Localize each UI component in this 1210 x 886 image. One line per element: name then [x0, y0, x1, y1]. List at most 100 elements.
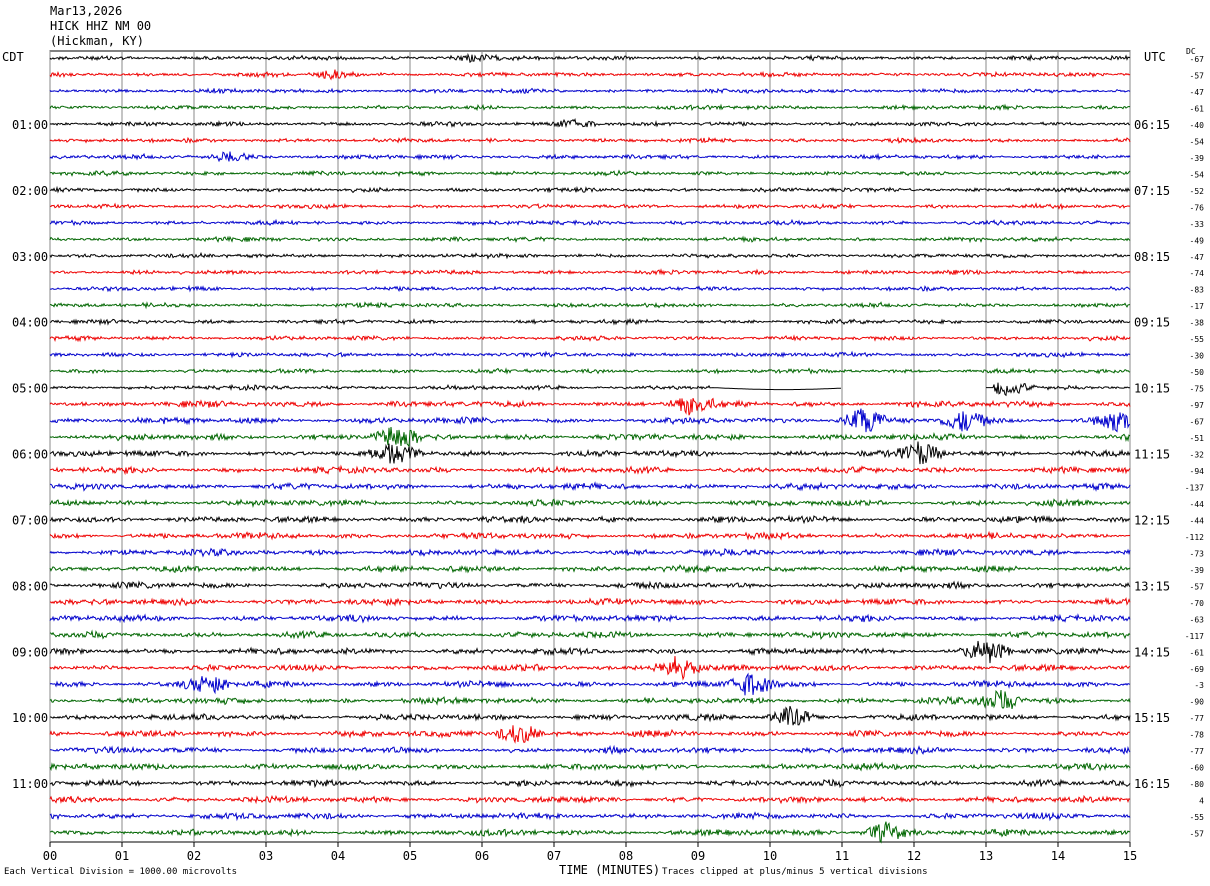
- scale-note: Each Vertical Division = 1000.00 microvo…: [4, 867, 237, 877]
- clip-note: Traces clipped at plus/minus 5 vertical …: [662, 867, 928, 877]
- dc-offset-label: -74: [1190, 269, 1205, 278]
- station-label: HICK HHZ NM 00: [50, 19, 152, 33]
- trace-line: [49, 441, 1131, 465]
- trace-line: [49, 778, 1131, 789]
- dc-offset-label: -80: [1190, 780, 1205, 789]
- x-tick-label: 12: [907, 849, 921, 863]
- trace-line: [49, 350, 1131, 359]
- trace-line: [49, 629, 1131, 641]
- trace-line: [49, 689, 1131, 710]
- dc-offset-label: -38: [1190, 319, 1205, 328]
- dc-offset-label: -69: [1190, 665, 1205, 674]
- trace-line: [49, 397, 1131, 416]
- trace-line: [49, 87, 1131, 95]
- trace-line: [49, 136, 1131, 144]
- trace-line: [49, 367, 1131, 375]
- trace-line: [49, 464, 1131, 476]
- trace-line: [50, 382, 1131, 397]
- dc-offset-label: -33: [1190, 220, 1205, 229]
- x-tick-label: 11: [835, 849, 849, 863]
- x-tick-label: 05: [403, 849, 417, 863]
- dc-offset-label: -70: [1190, 599, 1205, 608]
- left-hour-label: 11:00: [12, 777, 48, 791]
- trace-line: [49, 69, 1131, 81]
- trace-line: [49, 103, 1131, 112]
- right-hour-label: 09:15: [1134, 316, 1170, 330]
- x-tick-label: 10: [763, 849, 777, 863]
- trace-line: [49, 640, 1131, 664]
- trace-line: [49, 481, 1131, 492]
- trace-line: [49, 498, 1131, 509]
- right-hour-label: 11:15: [1134, 448, 1170, 462]
- trace-line: [49, 251, 1131, 260]
- dc-offset-label: -67: [1190, 55, 1205, 64]
- dc-offset-label: -63: [1190, 615, 1205, 624]
- trace-line: [49, 117, 1131, 129]
- trace-line: [49, 514, 1131, 525]
- dc-offset-label: -3: [1194, 681, 1204, 690]
- dc-offset-label: -97: [1190, 401, 1205, 410]
- date-label: Mar13,2026: [50, 4, 123, 18]
- x-tick-label: 14: [1051, 849, 1065, 863]
- trace-line: [49, 408, 1131, 433]
- trace-line: [49, 656, 1131, 681]
- dc-offset-label: -39: [1190, 566, 1205, 575]
- dc-offset-label: -39: [1190, 154, 1205, 163]
- trace-line: [49, 169, 1131, 178]
- dc-offset-label: -60: [1190, 764, 1205, 773]
- plot-frame: [49, 50, 1131, 843]
- right-hour-label: 16:15: [1134, 777, 1170, 791]
- dc-offset-label: -44: [1190, 516, 1205, 525]
- trace-line: [49, 317, 1131, 326]
- dc-offset-label: -57: [1190, 71, 1205, 80]
- dc-offset-label: -77: [1190, 747, 1205, 756]
- right-timezone-label: UTC: [1144, 50, 1166, 64]
- trace-line: [49, 613, 1131, 624]
- dc-offset-label: -49: [1190, 236, 1205, 245]
- trace-line: [49, 580, 1131, 590]
- left-hour-label: 02:00: [12, 184, 48, 198]
- dc-offset-label: -67: [1190, 418, 1205, 427]
- x-tick-label: 06: [475, 849, 489, 863]
- trace-line: [49, 284, 1131, 293]
- x-axis-label: TIME (MINUTES): [559, 863, 660, 877]
- trace-line: [49, 672, 1131, 696]
- dc-offset-label: -77: [1190, 714, 1205, 723]
- x-tick-label: 13: [979, 849, 993, 863]
- x-tick-label: 07: [547, 849, 561, 863]
- right-hour-label: 12:15: [1134, 513, 1170, 527]
- dc-offset-label: -17: [1190, 302, 1205, 311]
- left-timezone-label: CDT: [2, 50, 24, 64]
- trace-line: [49, 725, 1131, 744]
- x-tick-label: 15: [1123, 849, 1137, 863]
- dc-offset-label: -30: [1190, 352, 1205, 361]
- left-hour-label: 07:00: [12, 513, 48, 527]
- dc-offset-label: -52: [1190, 187, 1205, 196]
- trace-line: [49, 744, 1131, 756]
- trace-line: [49, 218, 1131, 227]
- trace-group: [49, 52, 1131, 844]
- dc-offset-label: -54: [1190, 170, 1205, 179]
- right-hour-label: 07:15: [1134, 184, 1170, 198]
- left-hour-label: 09:00: [12, 645, 48, 659]
- left-hour-label: 08:00: [12, 579, 48, 593]
- trace-line: [49, 821, 1131, 844]
- dc-offset-label: -112: [1185, 533, 1204, 542]
- dc-offset-label: -61: [1190, 104, 1205, 113]
- dc-offset-label: -50: [1190, 368, 1205, 377]
- dc-offset-label: -47: [1190, 88, 1205, 97]
- trace-line: [50, 705, 1131, 726]
- trace-line: [49, 564, 1131, 574]
- dc-offset-label: -55: [1190, 813, 1205, 822]
- x-tick-label: 03: [259, 849, 273, 863]
- left-hour-label: 01:00: [12, 118, 48, 132]
- right-hour-label: 10:15: [1134, 382, 1170, 396]
- left-hour-label: 03:00: [12, 250, 48, 264]
- trace-line: [49, 334, 1131, 343]
- trace-line: [49, 794, 1131, 805]
- trace-line: [49, 811, 1131, 822]
- dc-offset-label: -76: [1190, 203, 1205, 212]
- left-hour-label: 10:00: [12, 711, 48, 725]
- trace-line: [49, 597, 1131, 607]
- trace-line: [49, 761, 1131, 772]
